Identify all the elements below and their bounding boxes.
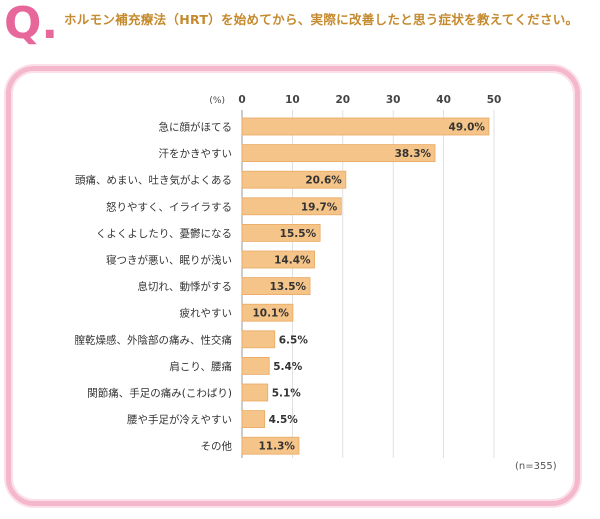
- q-mark: Q.: [4, 0, 59, 49]
- category-label: 頭痛、めまい、吐き気がよくある: [75, 174, 232, 187]
- bar: [241, 383, 269, 402]
- tick-label: 50: [487, 94, 502, 106]
- bar: [241, 410, 266, 429]
- category-label: 膣乾燥感、外陰部の痛み、性交痛: [75, 333, 233, 346]
- data-label: 6.5%: [279, 334, 309, 346]
- bar: [241, 144, 436, 163]
- data-label: 10.1%: [252, 308, 289, 320]
- category-label: 汗をかきやすい: [159, 147, 233, 160]
- bar: [241, 303, 294, 322]
- question-text: ホルモン補充療法（HRT）を始めてから、実際に改善したと思う症状を教えてください…: [64, 12, 579, 27]
- bars: 49.0% 38.3% 20.6% 19.7% 15.5% 14.4% 13.5% 10.1%…: [241, 117, 490, 455]
- bar: [241, 250, 315, 269]
- data-label: 38.3%: [395, 148, 432, 160]
- bar: [241, 277, 311, 296]
- tick-label: 0: [238, 94, 245, 106]
- bar: [241, 436, 300, 455]
- bar: [241, 170, 347, 189]
- bar: [241, 197, 342, 216]
- data-label: 5.1%: [272, 388, 302, 400]
- category-label: 息切れ、動悸がする: [137, 280, 232, 293]
- data-label: 49.0%: [449, 122, 486, 134]
- bar: [241, 223, 321, 242]
- category-label: 疲れやすい: [180, 307, 233, 320]
- category-labels: 急に顔がほてる汗をかきやすい頭痛、めまい、吐き気がよくある怒りやすく、イライラす…: [75, 121, 233, 453]
- data-label: 20.6%: [305, 175, 342, 187]
- sample-size-note: (n=355): [515, 461, 557, 472]
- category-label: くよくよしたり、憂鬱になる: [96, 227, 232, 240]
- data-label: 19.7%: [301, 201, 338, 213]
- category-label: 肩こり、腰痛: [169, 360, 232, 373]
- tick-label: 20: [335, 94, 350, 106]
- unit-label: (%): [209, 96, 225, 106]
- category-label: その他: [201, 440, 233, 453]
- data-label: 11.3%: [259, 441, 296, 453]
- category-label: 腰や手足が冷えやすい: [127, 413, 232, 426]
- tick-label: 40: [436, 94, 451, 106]
- category-label: 怒りやすく、イライラする: [106, 200, 232, 213]
- data-label: 5.4%: [273, 361, 303, 373]
- category-label: 寝つきが悪い、眠りが浅い: [106, 254, 232, 267]
- data-label: 14.4%: [274, 255, 311, 267]
- tick-label: 10: [285, 94, 300, 106]
- tick-labels: 0 10 20 30 40 50: [238, 94, 501, 106]
- data-label: 13.5%: [270, 281, 307, 293]
- data-label: 4.5%: [269, 414, 299, 426]
- data-label: 15.5%: [280, 228, 317, 240]
- bar: [241, 356, 270, 375]
- category-label: 急に顔がほてる: [159, 121, 233, 134]
- category-label: 関節痛、手足の痛み(こわばり): [87, 387, 232, 400]
- bar: [241, 117, 490, 136]
- tick-label: 30: [386, 94, 401, 106]
- bar: [241, 330, 276, 349]
